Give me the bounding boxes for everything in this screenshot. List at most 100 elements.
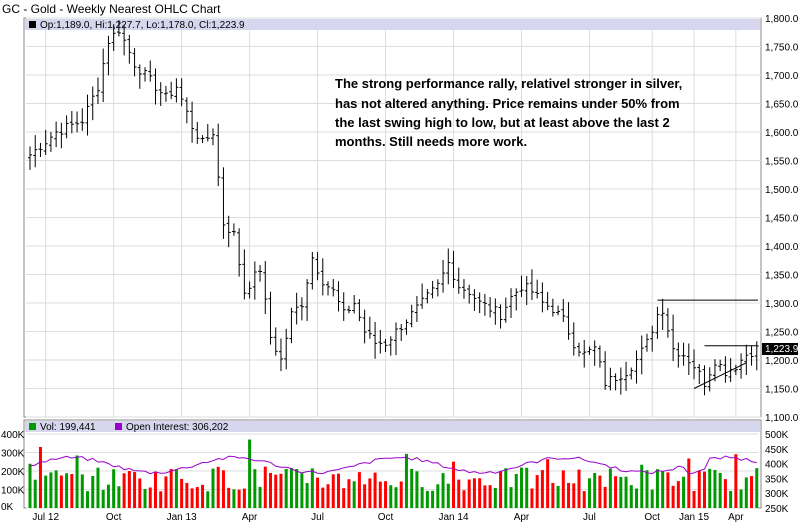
volume-bar (525, 467, 529, 508)
ohlc-bar (231, 223, 236, 236)
volume-bar (702, 471, 706, 508)
volume-bar (488, 485, 492, 508)
open-interest-series (29, 455, 757, 475)
volume-bar (420, 487, 424, 508)
open-interest-legend-swatch (115, 423, 122, 430)
ohlc-bar (268, 291, 273, 345)
volume-bar (723, 479, 727, 508)
volume-bar (274, 474, 278, 508)
volume-bar (404, 453, 408, 508)
ohlc-bar (613, 373, 618, 391)
ohlc-bar (226, 215, 231, 248)
ohlc-bar (153, 68, 158, 105)
volume-bar (431, 490, 435, 508)
volume-bar (509, 487, 513, 508)
time-tick-label: Jul (583, 512, 596, 523)
trend-lines (657, 299, 758, 389)
volume-bar (572, 483, 576, 508)
ohlc-bar (697, 364, 702, 384)
volume-bar (399, 481, 403, 508)
time-tick-label: Apr (728, 512, 744, 523)
volume-bar (75, 455, 79, 508)
open-interest-tick-label: 500K (765, 430, 789, 441)
volume-bar (394, 487, 398, 508)
ohlc-bar (352, 295, 357, 314)
open-interest-line (29, 455, 757, 475)
volume-bar (551, 482, 555, 508)
volume-legend: Vol: 199,441 (40, 422, 96, 433)
volume-bar (300, 473, 304, 508)
volume-bar (253, 469, 257, 508)
last-price-label: 1,223.9 (765, 344, 799, 355)
open-interest-tick-label: 300K (765, 489, 789, 500)
ohlc-bar (671, 314, 676, 362)
ohlc-bar (179, 78, 184, 107)
volume-bar (352, 481, 356, 508)
ohlc-bar (707, 367, 712, 392)
volume-bar (211, 468, 215, 508)
ohlc-bar (477, 292, 482, 314)
ohlc-bar (258, 265, 263, 282)
ohlc-bar (509, 288, 514, 318)
ohlc-bar (749, 345, 754, 366)
volume-bar (535, 475, 539, 508)
volume-bar (284, 468, 288, 508)
ohlc-bar (346, 305, 351, 314)
volume-bar (624, 476, 628, 508)
ohlc-bar (566, 302, 571, 340)
ohlc-bar (577, 342, 581, 357)
ohlc-bar (336, 281, 341, 312)
volume-bar (33, 479, 37, 508)
ohlc-bars (28, 20, 759, 396)
ohlc-bar (299, 297, 304, 321)
ohlc-bar (367, 316, 372, 339)
ohlc-bar (169, 81, 174, 100)
price-tick-label: 1,250.0 (765, 328, 799, 339)
volume-bar (237, 489, 241, 508)
volume-bar (342, 488, 346, 508)
volume-bar (70, 474, 74, 508)
volume-bar (499, 471, 503, 508)
ohlc-bar (535, 279, 540, 299)
volume-bar (441, 473, 445, 508)
open-interest-tick-label: 350K (765, 474, 789, 485)
volume-bar (384, 481, 388, 508)
ohlc-bar (519, 275, 524, 297)
ohlc-bar (33, 135, 38, 168)
volume-bar (138, 478, 142, 508)
ohlc-bar (571, 322, 576, 356)
ohlc-bar (148, 60, 153, 82)
volume-bar (478, 478, 482, 508)
price-tick-label: 1,800.0 (765, 14, 799, 25)
ohlc-bar (127, 34, 132, 64)
ohlc-bar (357, 299, 362, 322)
ohlc-bar (420, 283, 425, 309)
annotation-line-4: months. Still needs more work. (335, 134, 527, 149)
ohlc-bar (38, 142, 43, 157)
volume-bar (106, 484, 110, 508)
ohlc-bar (69, 111, 74, 134)
volume-bar (687, 458, 691, 508)
volume-bar (190, 488, 194, 508)
volume-bar (514, 473, 518, 508)
ohlc-bar (137, 64, 142, 89)
ohlc-bar (116, 20, 121, 37)
volume-bar (452, 461, 456, 508)
ohlc-bar (378, 329, 383, 354)
ohlc-bar (95, 77, 100, 105)
ohlc-bar (482, 293, 487, 316)
ohlc-bar (529, 269, 534, 301)
volume-bar (415, 471, 419, 508)
ohlc-bar (467, 284, 472, 304)
volume-bar (201, 484, 205, 508)
annotation-line-1: The strong performance rally, relativel … (335, 76, 682, 91)
volume-bar (91, 476, 95, 508)
ohlc-bar (174, 78, 179, 103)
ohlc-header-strip (25, 19, 760, 30)
ohlc-bar (634, 350, 639, 384)
ohlc-bar (54, 121, 59, 148)
time-tick-label: Jul (311, 512, 324, 523)
price-tick-label: 1,100.0 (765, 413, 799, 424)
ohlc-bar (190, 101, 195, 143)
